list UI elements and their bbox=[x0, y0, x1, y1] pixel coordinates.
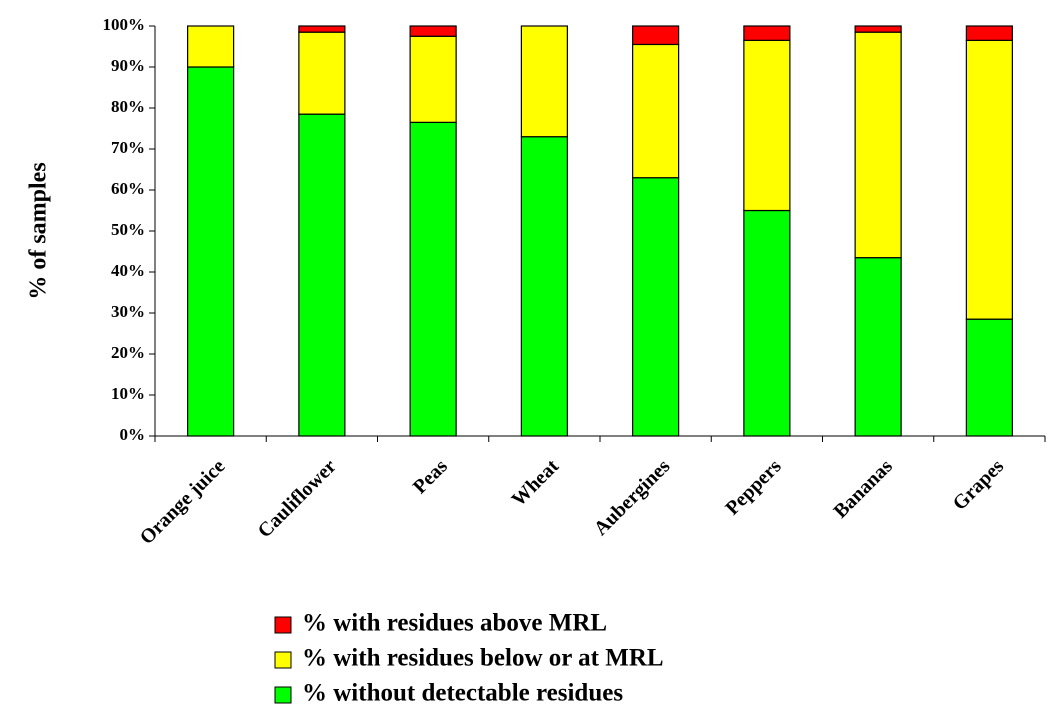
bar-segment bbox=[632, 177, 680, 437]
y-tick-label: 90% bbox=[111, 56, 145, 75]
bar-segment bbox=[965, 25, 1013, 41]
x-tick-label: Grapes bbox=[949, 455, 1009, 515]
y-tick-label: 10% bbox=[111, 384, 145, 403]
bar-segment bbox=[520, 25, 568, 138]
x-tick-label: Peppers bbox=[721, 455, 785, 519]
bar-segment bbox=[632, 25, 680, 46]
bar-segment bbox=[409, 121, 457, 437]
bar-segment bbox=[632, 43, 680, 179]
x-tick-label: Orange juice bbox=[136, 455, 230, 549]
bar-segment bbox=[520, 136, 568, 437]
x-tick-label: Peas bbox=[409, 455, 452, 498]
bar-segment bbox=[743, 25, 791, 41]
x-tick-label: Wheat bbox=[508, 455, 564, 511]
y-tick-label: 80% bbox=[111, 97, 145, 116]
legend-swatch bbox=[274, 616, 292, 634]
legend-label: % with residues above MRL bbox=[302, 610, 607, 637]
bar-segment bbox=[965, 318, 1013, 437]
legend-swatch bbox=[274, 686, 292, 704]
bar-segment bbox=[743, 39, 791, 212]
y-tick-label: 20% bbox=[111, 343, 145, 362]
bar-segment bbox=[854, 31, 902, 259]
y-tick-label: 0% bbox=[120, 425, 146, 444]
bar-segment bbox=[965, 39, 1013, 320]
x-tick-label: Bananas bbox=[829, 455, 897, 523]
y-tick-label: 70% bbox=[111, 138, 145, 157]
bar-segment bbox=[298, 31, 346, 115]
x-tick-label: Aubergines bbox=[590, 455, 675, 540]
bar-segment bbox=[854, 257, 902, 437]
legend-label: % with residues below or at MRL bbox=[302, 645, 664, 672]
y-tick-label: 40% bbox=[111, 261, 145, 280]
bar-segment bbox=[743, 209, 791, 437]
bar-segment bbox=[298, 113, 346, 437]
x-tick-label: Cauliflower bbox=[254, 455, 341, 542]
bar-segment bbox=[187, 25, 235, 68]
legend-swatch bbox=[274, 651, 292, 669]
y-tick-label: 30% bbox=[111, 302, 145, 321]
y-tick-label: 60% bbox=[111, 179, 145, 198]
legend-label: % without detectable residues bbox=[302, 680, 623, 704]
bar-segment bbox=[409, 35, 457, 123]
bar-segment bbox=[854, 25, 902, 33]
y-tick-label: 100% bbox=[103, 15, 146, 34]
y-tick-label: 50% bbox=[111, 220, 145, 239]
bar-segment bbox=[298, 25, 346, 33]
y-axis-title: % of samples bbox=[26, 162, 52, 299]
bar-segment bbox=[187, 66, 235, 437]
bar-segment bbox=[409, 25, 457, 37]
